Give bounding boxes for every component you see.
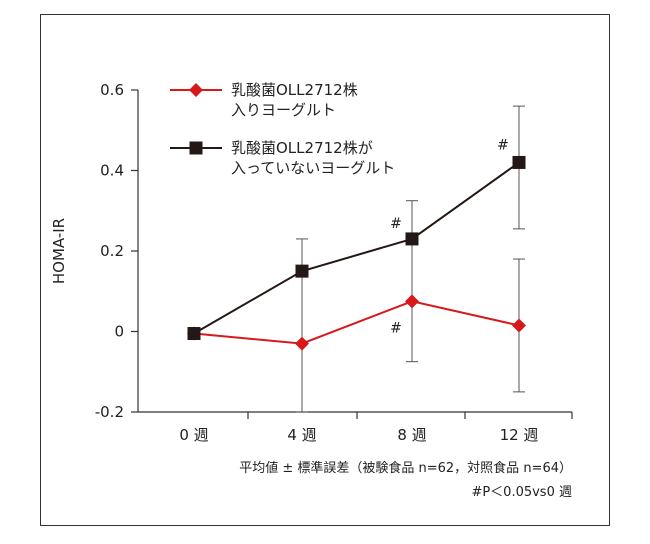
legend-label-1: 入っていないヨーグルト (231, 159, 395, 177)
legend-label-0: 入りヨーグルト (231, 101, 336, 119)
y-tick-label: -0.2 (95, 403, 124, 421)
series-line-0 (193, 300, 520, 345)
series-lines (193, 161, 520, 345)
legend-marker-1 (189, 141, 203, 155)
data-point-1 (512, 155, 526, 169)
x-tick-label: 12 週 (500, 426, 539, 444)
data-point-1 (295, 264, 309, 278)
x-tick-label: 0 週 (179, 426, 208, 444)
data-point-1 (405, 232, 419, 246)
chart-frame (40, 14, 610, 526)
y-tick-label: 0 (114, 323, 124, 341)
significance-marks: # # # (390, 137, 509, 336)
footnotes: 平均値 ± 標準誤差（被験食品 n=62，対照食品 n=64） #P＜0.05vs… (239, 460, 572, 500)
legend-label-1: 乳酸菌OLL2712株が (231, 139, 373, 157)
axes: -0.2 0 0.2 0.4 0.6 0 週 4 週 8 週 12 週 HOMA-IR (50, 81, 573, 444)
footnote-significance: #P＜0.05vs0 週 (471, 485, 572, 500)
x-tick-label: 8 週 (397, 426, 426, 444)
legend-marker-0 (189, 83, 203, 97)
data-point-0 (295, 336, 309, 351)
series-line-1 (193, 161, 520, 335)
x-tick-label: 4 週 (287, 426, 316, 444)
y-tick-label: 0.4 (100, 162, 124, 180)
data-point-0 (512, 318, 526, 333)
y-tick-label: 0.6 (100, 81, 124, 99)
series-markers (187, 155, 526, 351)
significance-mark: # (390, 216, 402, 232)
y-axis-label: HOMA-IR (50, 218, 68, 284)
data-point-1 (187, 327, 201, 341)
significance-mark: # (390, 320, 402, 336)
legend: 乳酸菌OLL2712株入りヨーグルト乳酸菌OLL2712株が入っていないヨーグル… (170, 81, 395, 177)
y-tick-label: 0.2 (100, 242, 124, 260)
footnote-stats: 平均値 ± 標準誤差（被験食品 n=62，対照食品 n=64） (239, 460, 572, 476)
legend-label-0: 乳酸菌OLL2712株 (231, 81, 358, 99)
data-point-0 (405, 294, 419, 309)
significance-mark: # (497, 137, 509, 153)
